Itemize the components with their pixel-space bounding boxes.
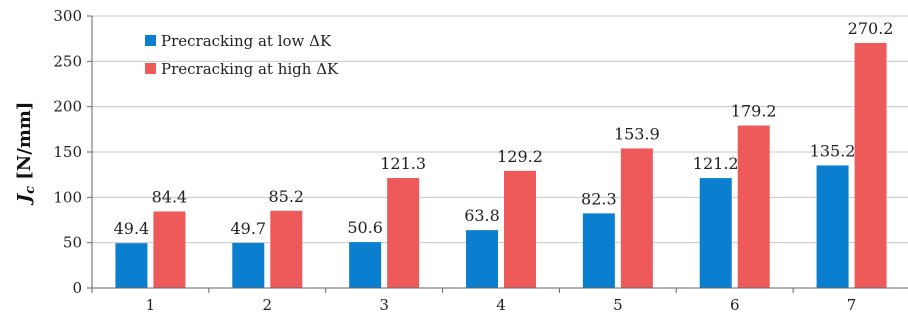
- data-label-low-dk: 135.2: [810, 141, 856, 160]
- y-tick-label: 150: [53, 143, 82, 161]
- data-label-low-dk: 49.4: [114, 219, 150, 238]
- y-tick-label: 300: [53, 7, 82, 25]
- data-label-high-dk: 179.2: [731, 102, 777, 121]
- x-tick-label: 3: [379, 296, 389, 314]
- y-axis-label: Jc [N/mm]: [14, 102, 38, 206]
- bars: [115, 43, 887, 289]
- x-tick-label: 1: [146, 296, 156, 314]
- legend-swatch-high: [145, 63, 156, 74]
- legend-label-high: Precracking at high ΔK: [161, 60, 339, 78]
- bar-high-dk: [387, 178, 420, 288]
- y-axis-label-unit: [N/mm]: [14, 102, 35, 186]
- bar-high-dk: [504, 170, 536, 288]
- bar-high-dk: [270, 210, 303, 288]
- bar-low-dk: [816, 165, 849, 288]
- x-tick-label: 6: [730, 296, 740, 314]
- x-tick-label: 4: [496, 296, 506, 314]
- bar-low-dk: [232, 242, 265, 288]
- gridlines: [92, 15, 908, 244]
- y-tick-label: 0: [72, 279, 82, 297]
- data-label-low-dk: 63.8: [464, 206, 500, 225]
- bar-low-dk: [115, 243, 148, 288]
- legend: Precracking at low ΔK Precracking at hig…: [145, 32, 339, 78]
- y-tick-label: 100: [53, 188, 82, 206]
- x-tick-label: 5: [613, 296, 623, 314]
- bar-high-dk: [854, 43, 887, 289]
- data-label-low-dk: 49.7: [230, 219, 266, 238]
- bar-low-dk: [699, 178, 732, 288]
- data-label-low-dk: 121.2: [693, 154, 739, 173]
- data-label-low-dk: 50.6: [347, 218, 383, 237]
- data-labels: 49.484.4 49.785.2 50.6 121.3 63.8 129.2 82.3 15…: [114, 19, 894, 238]
- y-tick-label: 50: [63, 234, 82, 252]
- data-label-high-dk: 85.2: [268, 187, 304, 206]
- bar-low-dk: [466, 230, 498, 288]
- bar-high-dk: [620, 148, 653, 288]
- bar-high-dk: [737, 125, 770, 288]
- y-axis-label-sub: c: [23, 186, 38, 194]
- data-label-low-dk: 82.3: [581, 189, 617, 208]
- y-axis-ticks: 0 50 100 150 200 250 300: [53, 7, 92, 297]
- x-axis-ticks: 1 2 3 4 5 6 7: [91, 288, 857, 314]
- y-axis-label-main: J: [14, 192, 35, 205]
- data-label-high-dk: 121.3: [380, 154, 426, 173]
- bar-low-dk: [349, 242, 382, 288]
- legend-label-low: Precracking at low ΔK: [161, 32, 332, 50]
- x-tick-label: 7: [847, 296, 857, 314]
- data-label-high-dk: 153.9: [614, 124, 660, 143]
- bar-low-dk: [582, 213, 615, 288]
- bar-high-dk: [153, 211, 186, 288]
- x-tick-label: 2: [263, 296, 273, 314]
- legend-swatch-low: [145, 35, 156, 46]
- y-tick-label: 200: [53, 98, 82, 116]
- data-label-high-dk: 129.2: [497, 147, 543, 166]
- data-label-high-dk: 84.4: [152, 187, 188, 206]
- data-label-high-dk: 270.2: [848, 19, 894, 38]
- y-tick-label: 250: [53, 52, 82, 70]
